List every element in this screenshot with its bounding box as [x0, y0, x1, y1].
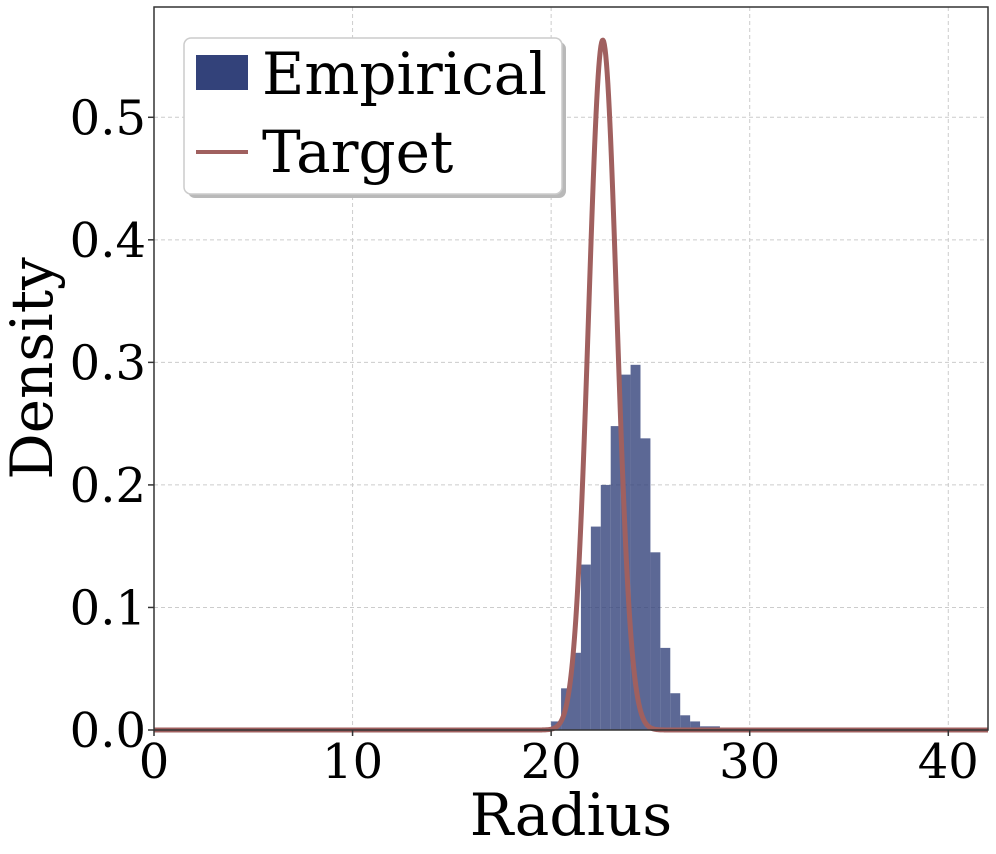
legend-box	[183, 37, 563, 195]
y-tick-label: 0.3	[70, 335, 146, 391]
legend-label-target: Target	[262, 118, 453, 186]
histogram-bar	[600, 484, 611, 730]
plot-frame	[153, 6, 989, 731]
empirical-histogram	[541, 364, 720, 730]
x-tick-label: 30	[719, 734, 780, 790]
x-tick-label: 20	[521, 734, 582, 790]
histogram-bar	[670, 693, 681, 730]
y-axis-label: Density	[0, 257, 66, 480]
histogram-bar	[660, 647, 671, 730]
x-tick-label: 40	[918, 734, 979, 790]
y-tick-label: 0.4	[70, 213, 146, 269]
x-axis-ticks: 0 10 20 30 40	[139, 730, 979, 790]
histogram-bar	[640, 438, 651, 730]
y-tick-label: 0.5	[70, 90, 146, 146]
histogram-bar	[650, 552, 661, 730]
histogram-bar	[690, 721, 701, 730]
y-tick-label: 0.0	[70, 703, 146, 759]
legend-label-empirical: Empirical	[262, 40, 547, 108]
y-tick-label: 0.2	[70, 458, 146, 514]
histogram-bar	[610, 426, 621, 730]
legend: Empirical Target	[183, 37, 566, 198]
histogram-bar	[590, 526, 601, 730]
y-tick-label: 0.1	[70, 580, 146, 636]
legend-swatch-empirical	[196, 55, 248, 90]
histogram-bar	[580, 564, 591, 730]
x-axis-label: Radius	[470, 781, 672, 849]
grid-lines	[153, 7, 988, 731]
y-axis-ticks: 0.0 0.1 0.2 0.3 0.4 0.5	[70, 90, 154, 759]
histogram-bar	[571, 652, 581, 730]
x-tick-label: 10	[322, 734, 383, 790]
histogram-bar	[680, 715, 691, 730]
x-tick-label: 0	[139, 734, 170, 790]
histogram-bar	[630, 364, 641, 730]
